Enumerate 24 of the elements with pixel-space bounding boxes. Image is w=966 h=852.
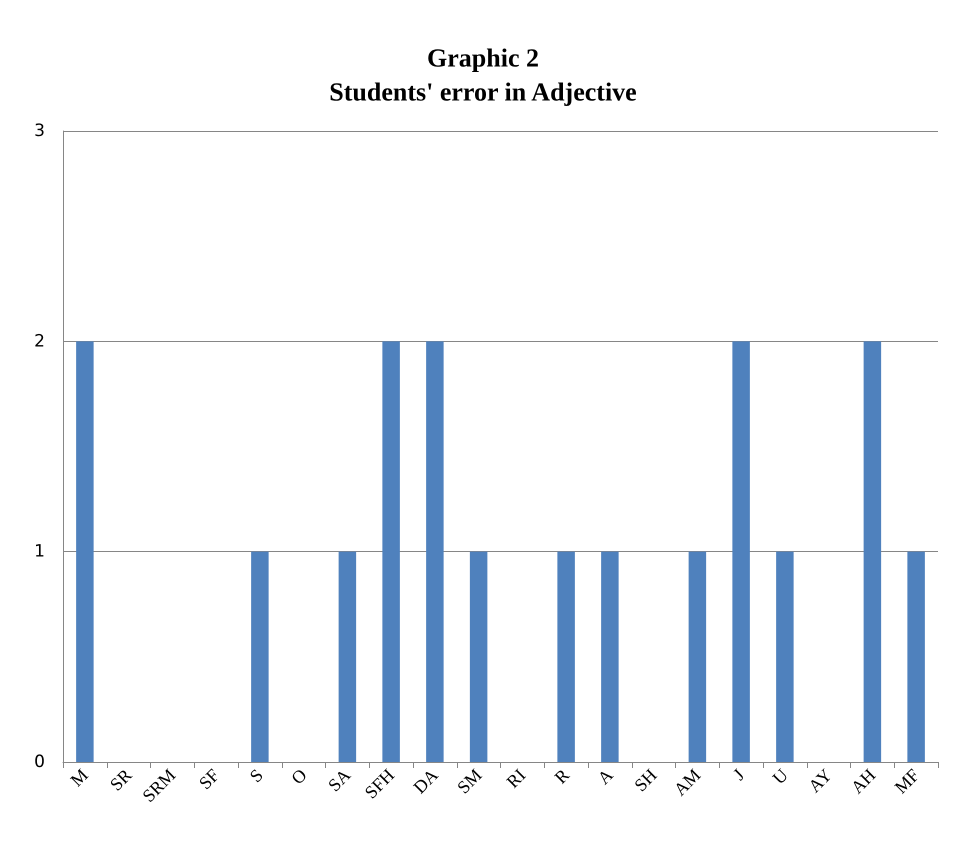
x-tick-label: AH [846,764,880,798]
x-tick-label: SF [194,764,224,794]
chart-title: Graphic 2 Students' error in Adjective [329,44,637,106]
y-tick-label: 3 [34,121,45,141]
x-tick-label: SR [106,764,136,795]
x-tick-label: SA [324,764,354,796]
x-tick-label: A [594,764,617,788]
x-tick-label: SM [453,764,486,798]
x-tick-label: SH [630,764,661,796]
y-tick-label: 0 [34,752,45,772]
x-tick-label: O [287,764,311,788]
x-tick-label: M [66,764,92,790]
x-tick-label: DA [409,764,442,798]
x-tick-label: U [768,764,792,788]
y-tick-label: 1 [34,542,45,562]
x-tick-label: AM [670,764,704,800]
x-tick-label: J [729,764,748,784]
y-tick-label: 2 [34,331,45,352]
x-tick-label: SFH [360,764,398,802]
x-tick-label: R [550,764,574,788]
x-tick-label: MF [890,764,924,798]
x-tick-label: RI [502,764,530,792]
x-tick-label: AY [804,764,836,796]
x-tick-label: S [246,764,267,786]
